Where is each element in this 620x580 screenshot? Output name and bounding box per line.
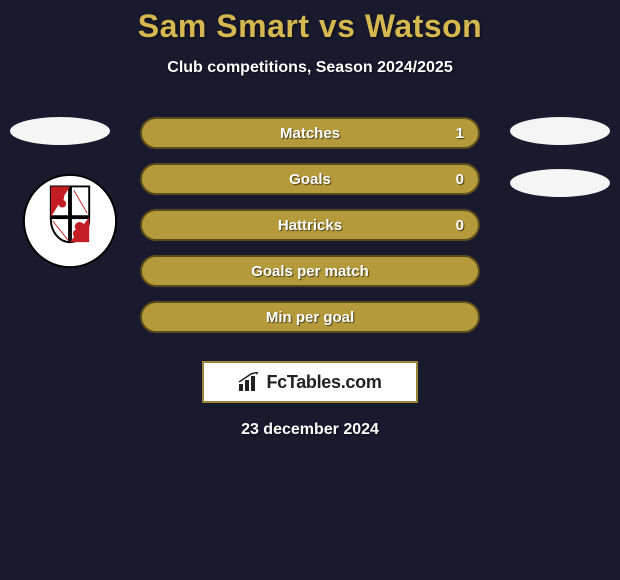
stat-row-goals-per-match: Goals per match — [140, 255, 480, 287]
stat-value: 0 — [456, 171, 464, 188]
player-slot-right-2 — [510, 169, 610, 197]
stat-label: Goals — [289, 171, 331, 188]
stat-label: Hattricks — [278, 217, 342, 234]
stat-label: Min per goal — [266, 309, 354, 326]
stat-bars: Matches 1 Goals 0 Hattricks 0 Goals per … — [140, 117, 480, 347]
stat-value: 0 — [456, 217, 464, 234]
stat-row-goals: Goals 0 — [140, 163, 480, 195]
player-slot-right-1 — [510, 117, 610, 145]
page-subtitle: Club competitions, Season 2024/2025 — [0, 59, 620, 77]
stats-arena: Matches 1 Goals 0 Hattricks 0 Goals per … — [0, 117, 620, 347]
page-title: Sam Smart vs Watson — [0, 8, 620, 45]
date-stamp: 23 december 2024 — [0, 421, 620, 439]
club-crest-left — [22, 173, 118, 269]
comparison-card: Sam Smart vs Watson Club competitions, S… — [0, 0, 620, 580]
bar-chart-icon — [238, 372, 260, 392]
player-slot-left-1 — [10, 117, 110, 145]
stat-label: Matches — [280, 125, 340, 142]
stat-row-min-per-goal: Min per goal — [140, 301, 480, 333]
stat-label: Goals per match — [251, 263, 369, 280]
branding-box[interactable]: FcTables.com — [202, 361, 418, 403]
stat-value: 1 — [456, 125, 464, 142]
stat-row-hattricks: Hattricks 0 — [140, 209, 480, 241]
stat-row-matches: Matches 1 — [140, 117, 480, 149]
brand-label: FcTables.com — [266, 372, 381, 393]
